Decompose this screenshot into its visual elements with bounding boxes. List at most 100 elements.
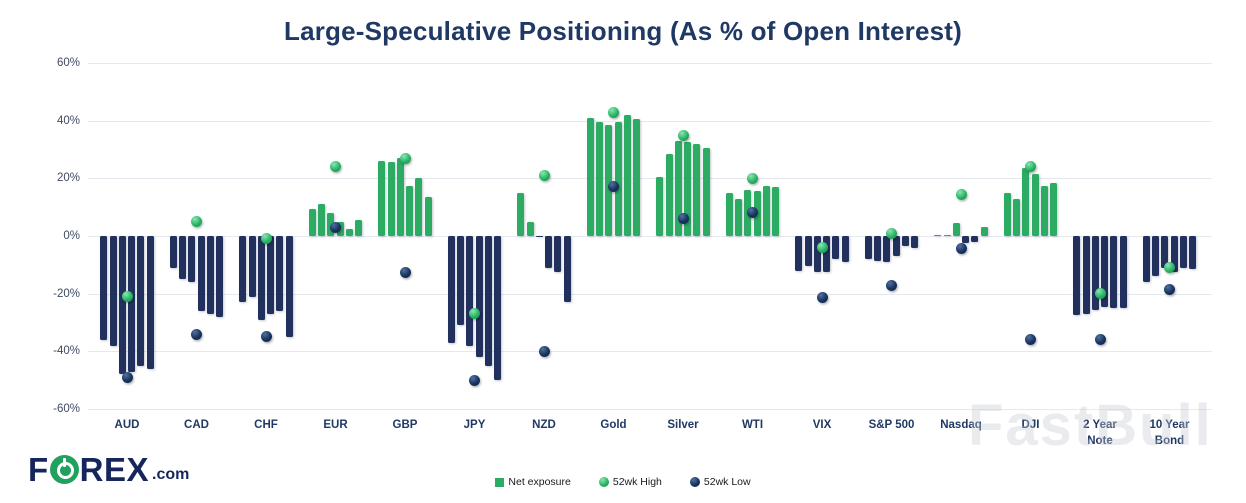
net-exposure-bar-Nasdaq-5 [971,236,979,242]
52wk-high-dot-Silver [677,129,689,141]
net-exposure-bar-JPY-2 [457,236,465,326]
net-exposure-bar-EUR-6 [355,220,363,236]
net-exposure-bar-Silver-4 [684,142,692,236]
net-exposure-bar-10 Year Bond-6 [1189,236,1197,270]
52wk-low-dot-NZD [538,345,550,357]
net-exposure-bar-10 Year Bond-4 [1170,236,1178,273]
net-exposure-bar-WTI-1 [725,192,733,236]
net-exposure-bar-DJI-4 [1031,174,1039,236]
y-axis-tick-label: -60% [53,402,80,415]
52wk-low-dot-JPY [469,374,480,386]
52wk-low-dot-Nasdaq [955,243,967,255]
logo-letter-f: F [28,451,49,488]
52wk-low-dot-10 Year Bond [1164,283,1175,295]
net-exposure-bar-JPY-6 [494,236,502,381]
net-exposure-bar-GBP-2 [387,162,395,236]
net-exposure-bar-VIX-2 [804,236,812,267]
52wk-low-dot-AUD [121,371,133,383]
net-exposure-bar-CHF-4 [267,236,275,314]
x-axis-label-AUD: AUD [114,419,140,431]
net-exposure-bar-Nasdaq-1 [934,234,942,236]
net-exposure-bar-DJI-1 [1003,192,1011,236]
net-exposure-bar-CAD-5 [206,236,214,314]
y-axis-tick-label: 20% [56,172,80,185]
x-axis-label-Silver: Silver [667,419,699,431]
52wk-high-dot-EUR [330,161,341,173]
logo-power-o-icon [49,455,79,484]
net-exposure-bar-Gold-6 [633,119,641,236]
y-axis-tick-label: -20% [53,287,80,300]
52wk-high-dot-DJI [1025,161,1036,173]
x-axis-label-VIX: VIX [812,419,832,431]
52wk-low-dot-Gold [608,181,619,193]
legend-item-net-exposure: Net exposure [495,476,571,488]
net-exposure-bar-Nasdaq-4 [962,236,970,244]
net-exposure-bar-AUD-2 [109,236,117,346]
net-exposure-bar-CHF-3 [257,236,265,320]
net-exposure-bar-CAD-6 [216,236,224,317]
net-exposure-bar-JPY-1 [447,236,455,343]
gridline-20% [88,178,1212,180]
net-exposure-bar-2 Year Note-3 [1091,236,1099,310]
net-exposure-bar-Gold-1 [586,117,594,236]
y-axis-tick-label: 0% [63,230,80,242]
52wk-high-dot-NZD [538,169,550,181]
52wk-high-dot-10 Year Bond [1164,262,1175,274]
logo-dotcom: .com [152,466,190,483]
forex-com-logo: F REX .com [28,453,189,486]
gridline--60% [88,408,1212,410]
net-exposure-bar-EUR-2 [318,204,326,236]
x-axis-label-JPY: JPY [463,419,486,431]
net-exposure-bar-DJI-2 [1013,198,1021,236]
x-axis-label-CHF: CHF [254,419,278,431]
logo-letters-rex: REX [79,451,150,488]
legend-label: 52wk Low [703,476,751,488]
net-exposure-bar-AUD-4 [128,236,136,372]
x-axis-label-GBP: GBP [392,419,418,431]
net-exposure-bar-NZD-3 [535,236,543,238]
net-exposure-bar-CAD-4 [197,236,205,311]
net-exposure-bar-Nasdaq-3 [952,222,960,236]
high-dot-icon [598,477,609,487]
52wk-high-dot-Gold [608,106,619,118]
52wk-low-dot-S&P 500 [886,279,897,291]
net-exposure-bar-S&P 500-3 [883,236,891,262]
net-exposure-bar-Gold-5 [623,114,631,236]
x-axis-label-EUR: EUR [323,419,348,431]
x-axis-label-NZD: NZD [532,419,556,431]
x-axis-label-DJI: DJI [1021,419,1040,431]
legend-item-52wk-high: 52wk High [598,476,662,488]
chart-title: Large-Speculative Positioning (As % of O… [283,16,963,46]
net-exposure-bar-NZD-5 [554,236,562,273]
net-exposure-bar-10 Year Bond-3 [1161,236,1169,268]
net-exposure-bar-VIX-5 [832,236,840,260]
net-exposure-bar-Nasdaq-6 [980,226,988,236]
gridline-40% [88,120,1212,122]
net-exposure-bar-EUR-5 [345,228,353,236]
chart-legend: Net exposure 52wk High 52wk Low [0,476,1246,488]
gridline--40% [88,351,1212,353]
x-axis-label-CAD: CAD [184,419,209,431]
x-axis-label-WTI: WTI [741,419,764,431]
net-exposure-bar-JPY-5 [484,236,492,366]
52wk-high-dot-GBP [399,152,411,164]
52wk-low-dot-CHF [260,331,272,343]
net-exposure-bar-CHF-2 [248,236,256,297]
net-exposure-bar-GBP-1 [378,161,386,236]
x-axis-label-10 Year Bond: 10 Year Bond [1149,419,1190,447]
net-exposure-bar-NZD-2 [526,221,534,236]
net-exposure-square-icon [495,477,505,487]
net-exposure-bar-WTI-6 [772,186,780,236]
net-exposure-bar-VIX-6 [841,236,849,262]
legend-label: Net exposure [508,476,571,488]
52wk-low-dot-CAD [191,328,202,340]
gridline--20% [88,293,1212,295]
net-exposure-bar-AUD-5 [137,236,145,366]
net-exposure-bar-2 Year Note-6 [1119,236,1127,308]
net-exposure-bar-CHF-6 [285,236,293,337]
net-exposure-bar-CAD-2 [179,236,187,280]
net-exposure-bar-Silver-2 [665,153,673,236]
low-dot-icon [689,477,700,487]
52wk-high-dot-CAD [191,216,202,228]
